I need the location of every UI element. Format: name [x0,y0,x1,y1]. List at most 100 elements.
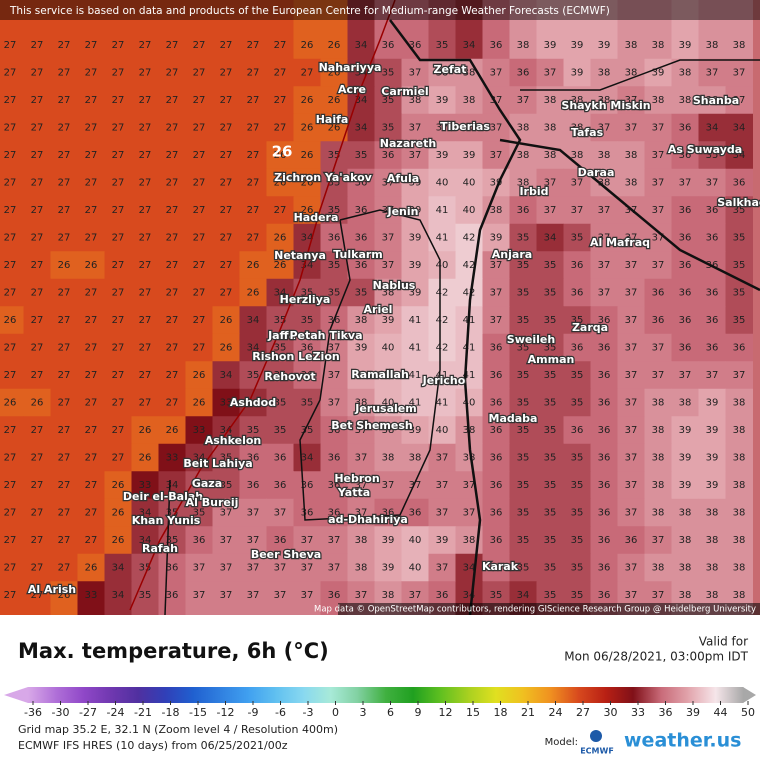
grid-value: 27 [58,563,71,574]
grid-value: 35 [355,288,368,299]
grid-cell [509,553,537,582]
bar-segment [495,687,524,703]
grid-cell [131,113,159,142]
place-label: Irbid [519,185,548,198]
grid-cell [428,196,456,225]
grid-cell [725,306,753,335]
grid-cell [374,471,402,500]
grid-cell [158,581,186,615]
grid-value: 36 [274,535,287,546]
grid-cell [644,196,672,225]
grid-value: 27 [58,178,71,189]
grid-cell [104,388,132,417]
grid-cell [698,58,726,87]
grid-cell [212,168,240,197]
grid-value: 39 [679,480,692,491]
grid-value: 41 [409,315,422,326]
grid-cell [293,416,321,445]
grid-value: 27 [112,40,125,51]
grid-cell [617,333,645,362]
grid-value: 37 [409,123,422,134]
grid-value: 26 [301,40,314,51]
grid-cell [212,526,240,555]
westbank-outline [299,209,441,521]
grid-value: 33 [193,425,206,436]
grid-value: 38 [733,453,746,464]
grid-value: 35 [247,425,260,436]
grid-cell [212,388,240,417]
grid-value: 27 [85,398,98,409]
grid-cell [671,278,699,307]
place-label: Shanba [693,94,739,107]
bar-segment [83,687,111,703]
grid-cell [428,251,456,280]
grid-value: 35 [301,425,314,436]
grid-value: 27 [139,398,152,409]
grid-value: 38 [679,535,692,546]
grid-cell [671,361,699,390]
grid-value: 37 [274,508,287,519]
grid-value: 34 [463,40,476,51]
grid-cell [0,168,24,197]
grid-cell [0,333,24,362]
grid-value: 34 [247,343,260,354]
grid-value: 27 [274,123,287,134]
grid-value: 27 [247,150,260,161]
grid-value: 39 [409,205,422,216]
grid-cell [509,223,537,252]
grid-cell [77,251,105,280]
grid-value: 38 [517,178,530,189]
grid-cell [347,553,375,582]
grid-value: 35 [517,343,530,354]
grid-value: 38 [706,590,719,601]
place-label: Jaffa [267,329,296,342]
grid-value: 37 [382,178,395,189]
grid-value: 27 [85,425,98,436]
grid-value: 34 [220,425,233,436]
grid-cell [320,278,348,307]
grid-cell [617,141,645,170]
place-label: Yatta [337,486,370,499]
grid-cell [239,86,267,115]
grid-value: 37 [706,68,719,79]
grid-cell [50,388,78,417]
grid-cell [401,553,429,582]
grid-cell [482,223,510,252]
grid-value: 36 [706,233,719,244]
grid-value: 35 [436,40,449,51]
grid-cell [590,416,618,445]
grid-cell [185,251,213,280]
grid-value: 27 [58,40,71,51]
grid-value: 26 [301,95,314,106]
coastline [129,0,396,611]
grid-value: 37 [706,370,719,381]
grid-value: 37 [490,288,503,299]
grid-value: 37 [328,343,341,354]
grid-value: 27 [31,40,44,51]
grid-value: 36 [274,480,287,491]
grid-value: 27 [31,288,44,299]
bar-tick-label: -6 [275,706,286,719]
grid-cell [671,553,699,582]
grid-cell [77,416,105,445]
grid-value: 26 [112,480,125,491]
place-label: Rishon LeZion [252,350,339,363]
grid-cell [482,526,510,555]
grid-value: 39 [706,398,719,409]
grid-value: 27 [112,95,125,106]
grid-value: 36 [679,343,692,354]
grid-value: 34 [463,563,476,574]
grid-value: 27 [58,205,71,216]
grid-cell [185,223,213,252]
grid-cell [0,196,24,225]
grid-cell [563,443,591,472]
grid-cell [455,86,483,115]
place-label: Nablus [373,279,416,292]
grid-cell [536,58,564,87]
grid-cell [374,361,402,390]
temperature-grid: 27 27 27 27 27 27 27 27 27 27 27 26 26 34 36 36 35 34 36 38… [0,0,753,615]
grid-value: 36 [571,260,584,271]
grid-value: 37 [247,590,260,601]
grid-value: 26 [85,563,98,574]
grid-cell [428,141,456,170]
